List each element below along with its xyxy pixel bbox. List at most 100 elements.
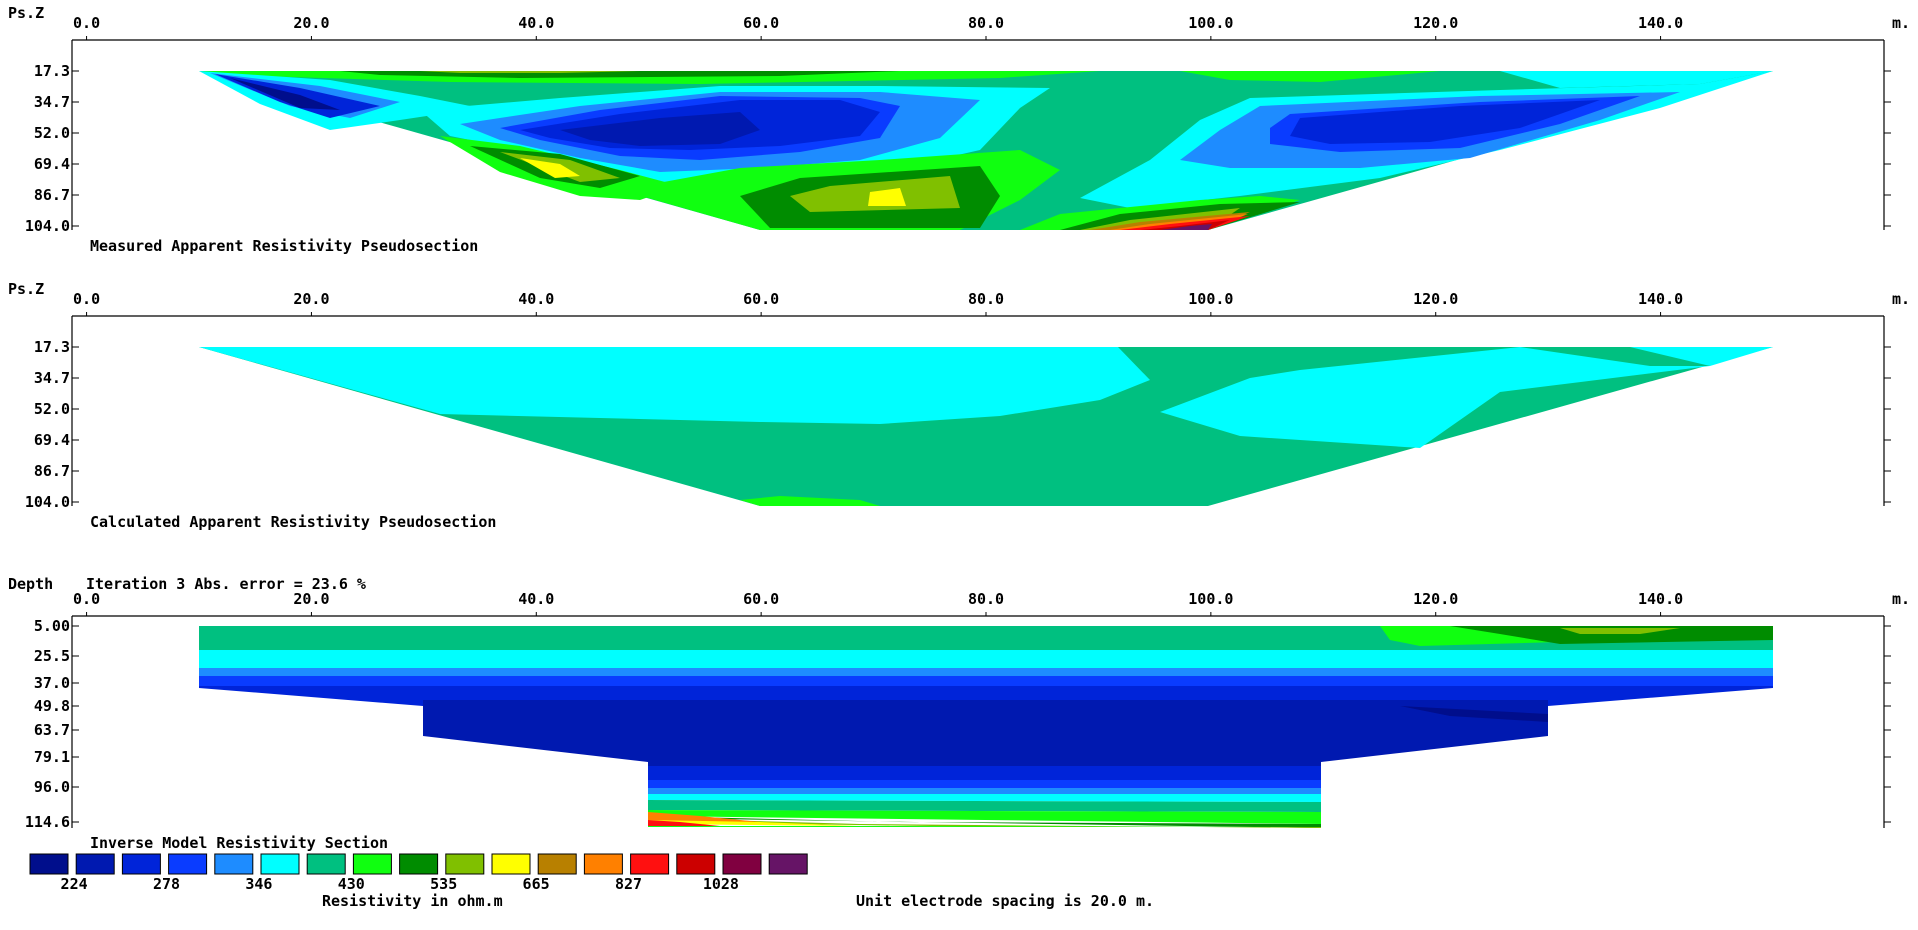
legend-swatch bbox=[121, 853, 161, 875]
measured-x-tick-label: 40.0 bbox=[518, 14, 554, 32]
inverse-y-tick-label: 114.6 bbox=[25, 813, 70, 831]
calculated-region bbox=[199, 347, 1150, 424]
inverse-y-tick-label: 96.0 bbox=[34, 778, 70, 796]
measured-y-tick-label: 52.0 bbox=[34, 124, 70, 142]
inverse-y-tick-label: 79.1 bbox=[34, 748, 70, 766]
measured-x-tick-label: 140.0 bbox=[1638, 14, 1683, 32]
calculated-x-tick-label: 140.0 bbox=[1638, 290, 1683, 308]
measured-caption: Measured Apparent Resistivity Pseudosect… bbox=[90, 237, 478, 255]
measured-region bbox=[868, 188, 906, 206]
calculated-x-tick-label: 20.0 bbox=[293, 290, 329, 308]
measured-region bbox=[520, 158, 580, 178]
calculated-y-tick-label: 17.3 bbox=[34, 338, 70, 356]
legend-swatch bbox=[29, 853, 69, 875]
inverse-region bbox=[648, 816, 1321, 828]
legend-value-label: 665 bbox=[523, 875, 550, 893]
calculated-x-tick-label: 0.0 bbox=[73, 290, 100, 308]
measured-y-tick-label: 69.4 bbox=[34, 155, 70, 173]
calculated-panel bbox=[199, 347, 1773, 506]
calculated-y-axis-title: Ps.Z bbox=[8, 280, 44, 298]
inverse-region bbox=[648, 780, 1321, 788]
legend-swatch bbox=[399, 853, 439, 875]
measured-y-tick-label: 17.3 bbox=[34, 62, 70, 80]
calculated-caption: Calculated Apparent Resistivity Pseudose… bbox=[90, 513, 496, 531]
color-legend: 224 278 346 430 535 665 827 1028 bbox=[29, 853, 808, 893]
measured-region bbox=[1160, 224, 1212, 230]
legend-value-label: 224 bbox=[61, 875, 88, 893]
inverse-region bbox=[199, 676, 1773, 686]
measured-region bbox=[420, 71, 640, 73]
measured-region bbox=[560, 112, 760, 146]
measured-y-axis-title: Ps.Z bbox=[8, 4, 44, 22]
legend-swatch bbox=[491, 853, 531, 875]
legend-swatch bbox=[168, 853, 208, 875]
inverse-x-tick-label: 100.0 bbox=[1188, 590, 1233, 608]
legend-swatch bbox=[306, 853, 346, 875]
inverse-region bbox=[199, 650, 1773, 668]
inverse-y-tick-label: 25.5 bbox=[34, 647, 70, 665]
electrode-spacing-note: Unit electrode spacing is 20.0 m. bbox=[856, 892, 1154, 910]
measured-x-tick-label: 60.0 bbox=[743, 14, 779, 32]
calculated-x-tick-label: 80.0 bbox=[968, 290, 1004, 308]
inverse-x-tick-label: 40.0 bbox=[518, 590, 554, 608]
inverse-region bbox=[648, 812, 760, 822]
measured-region bbox=[1180, 71, 1440, 82]
calculated-colormap bbox=[199, 347, 1773, 506]
calculated-x-tick-label: 40.0 bbox=[518, 290, 554, 308]
inverse-region bbox=[648, 788, 1321, 794]
inverse-y-tick-label: 49.8 bbox=[34, 697, 70, 715]
legend-swatch bbox=[583, 853, 623, 875]
measured-colormap bbox=[199, 71, 1773, 230]
legend-swatch bbox=[722, 853, 762, 875]
measured-region bbox=[1290, 100, 1600, 144]
calculated-region bbox=[1520, 347, 1710, 366]
measured-region bbox=[1500, 71, 1773, 88]
calculated-x-tick-label: 60.0 bbox=[743, 290, 779, 308]
inverse-region bbox=[648, 826, 1321, 827]
measured-x-tick-label: 20.0 bbox=[293, 14, 329, 32]
calculated-y-tick-label: 69.4 bbox=[34, 431, 70, 449]
legend-value-label: 430 bbox=[338, 875, 365, 893]
inverse-y-tick-label: 37.0 bbox=[34, 674, 70, 692]
inverse-region bbox=[648, 794, 1321, 802]
measured-y-tick-label: 86.7 bbox=[34, 186, 70, 204]
measured-x-tick-label: 120.0 bbox=[1413, 14, 1458, 32]
legend-swatch bbox=[260, 853, 300, 875]
measured-y-tick-label: 34.7 bbox=[34, 93, 70, 111]
inverse-y-tick-label: 5.00 bbox=[34, 617, 70, 635]
calculated-y-tick-label: 34.7 bbox=[34, 369, 70, 387]
inverse-colormap bbox=[199, 626, 1773, 828]
legend-swatch bbox=[445, 853, 485, 875]
calculated-region bbox=[740, 496, 880, 506]
legend-swatch bbox=[75, 853, 115, 875]
inverse-region bbox=[648, 762, 1321, 766]
inverse-region bbox=[648, 810, 1321, 824]
measured-panel bbox=[199, 71, 1773, 230]
inverse-region bbox=[1400, 706, 1548, 722]
inverse-iteration-header: Iteration 3 Abs. error = 23.6 % bbox=[86, 575, 366, 593]
measured-region bbox=[230, 78, 340, 110]
inverse-x-tick-label: 120.0 bbox=[1413, 590, 1458, 608]
legend-swatch bbox=[676, 853, 716, 875]
axes-layer: Ps.Z m. 0.0 20.0 40.0 60.0 80.0 100.0 120.0 140.0… bbox=[8, 4, 1910, 831]
legend-swatch bbox=[352, 853, 392, 875]
inverse-region bbox=[199, 668, 1773, 676]
inverse-x-tick-label: 140.0 bbox=[1638, 590, 1683, 608]
legend-value-label: 827 bbox=[615, 875, 642, 893]
calculated-x-tick-label: 120.0 bbox=[1413, 290, 1458, 308]
inverse-y-axis-title: Depth bbox=[8, 575, 53, 593]
measured-region bbox=[1120, 216, 1250, 230]
legend-units-label: Resistivity in ohm.m bbox=[322, 892, 503, 910]
measured-x-tick-label: 0.0 bbox=[73, 14, 100, 32]
calculated-y-tick-label: 86.7 bbox=[34, 462, 70, 480]
legend-value-label: 346 bbox=[245, 875, 272, 893]
calculated-x-unit-label: m. bbox=[1892, 290, 1910, 308]
inverse-y-tick-label: 63.7 bbox=[34, 721, 70, 739]
inverse-region bbox=[1450, 626, 1773, 644]
inverse-region bbox=[648, 766, 1321, 780]
measured-y-tick-label: 104.0 bbox=[25, 217, 70, 235]
measured-x-tick-label: 100.0 bbox=[1188, 14, 1233, 32]
inverse-region bbox=[199, 626, 1773, 650]
inverse-region bbox=[1560, 628, 1680, 634]
